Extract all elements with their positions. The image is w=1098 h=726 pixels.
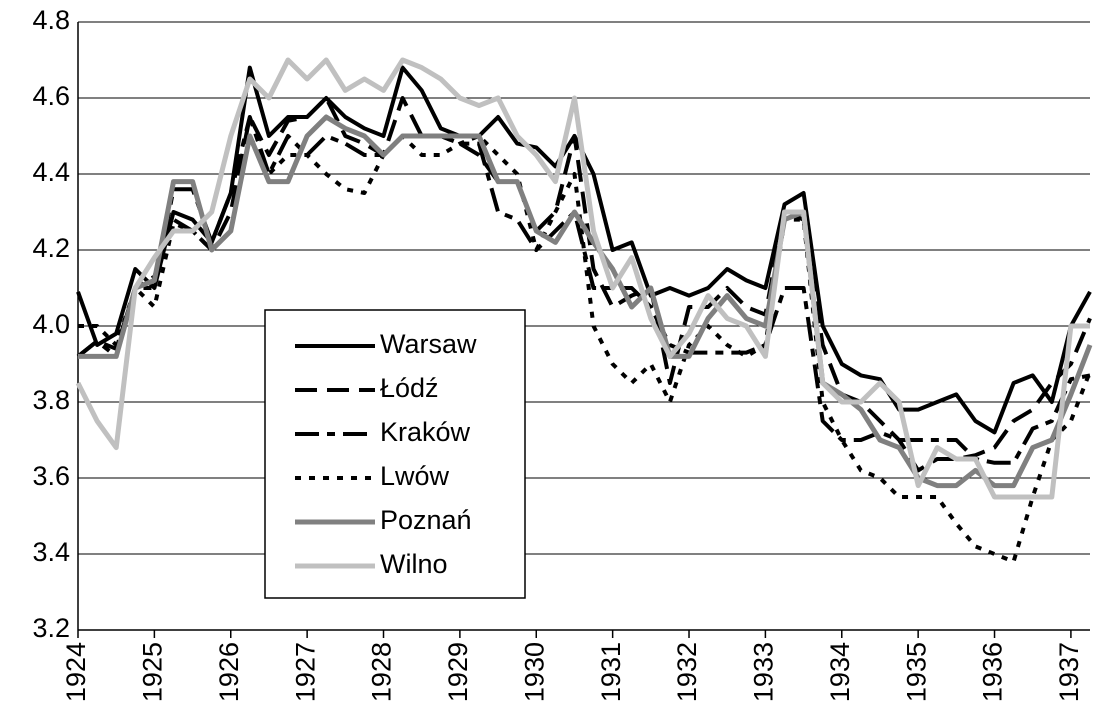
y-tick-label: 4.2 — [32, 233, 70, 263]
x-tick-label: 1933 — [749, 642, 779, 702]
x-tick-label: 1930 — [519, 642, 549, 702]
x-tick-label: 1928 — [367, 642, 397, 702]
y-tick-label: 4.8 — [32, 5, 70, 35]
x-tick-label: 1937 — [1054, 642, 1084, 702]
legend-label: Lwów — [380, 461, 450, 491]
y-tick-label: 4.6 — [32, 81, 70, 111]
x-tick-label: 1927 — [290, 642, 320, 702]
series-line — [75, 57, 1090, 500]
y-tick-label: 3.8 — [32, 385, 70, 415]
x-tick-label: 1936 — [978, 642, 1008, 702]
x-tick-label: 1929 — [443, 642, 473, 702]
x-tick-label: 1931 — [596, 642, 626, 702]
y-tick-label: 4.0 — [32, 309, 70, 339]
legend-label: Wilno — [380, 549, 448, 579]
y-tick-label: 4.4 — [32, 157, 70, 187]
legend-label: Kraków — [380, 417, 471, 447]
legend-label: Warsaw — [380, 329, 477, 359]
x-tick-label: 1924 — [61, 642, 91, 702]
series-line — [78, 134, 1092, 564]
y-tick-label: 3.6 — [32, 461, 70, 491]
y-tick-label: 3.2 — [32, 613, 70, 643]
x-tick-label: 1935 — [901, 642, 931, 702]
legend-label: Poznań — [380, 505, 472, 535]
x-tick-label: 1934 — [825, 642, 855, 702]
legend-box — [264, 309, 526, 599]
x-tick-label: 1932 — [672, 642, 702, 702]
y-tick-label: 3.4 — [32, 537, 70, 567]
x-tick-label: 1926 — [214, 642, 244, 702]
x-tick-label: 1925 — [138, 642, 168, 702]
series-line — [76, 96, 1092, 473]
legend-label: Łódź — [380, 373, 439, 403]
series-line — [76, 115, 1091, 465]
